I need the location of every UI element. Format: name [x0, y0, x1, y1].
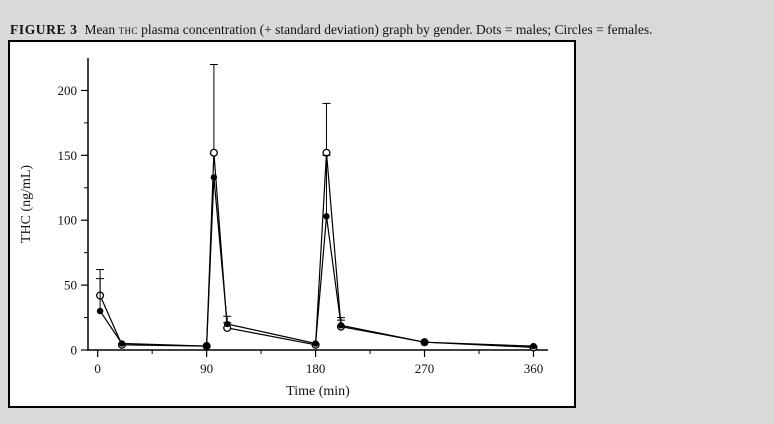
x-tick-label: 0 [94, 361, 101, 376]
x-tick-label: 360 [524, 361, 544, 376]
figure-caption: FIGURE 3 Mean THC plasma concentration (+… [10, 20, 768, 40]
figure-label: FIGURE 3 [10, 21, 78, 37]
y-tick-label: 0 [71, 343, 78, 358]
filled-dot-marker [210, 174, 218, 181]
series-females [96, 63, 538, 352]
filled-dot-marker [96, 307, 104, 315]
y-tick-label: 150 [58, 148, 78, 163]
filled-dot-marker [203, 342, 210, 350]
series-line [99, 152, 534, 348]
series-line [99, 177, 534, 347]
filled-dot-marker [118, 340, 126, 347]
filled-dot-marker [337, 322, 345, 329]
y-tick-label: 50 [64, 278, 77, 293]
series-males [96, 154, 537, 350]
caption-text: plasma concentration (+ standard deviati… [141, 21, 653, 37]
x-tick-label: 270 [415, 361, 435, 376]
x-tick-label: 180 [306, 361, 326, 376]
x-axis-label: Time (min) [286, 384, 350, 399]
y-tick-label: 100 [58, 213, 78, 228]
thc-line-chart: 0 50 100 150 200 0 90 180 270 360 Time (min) THC (n… [19, 58, 548, 399]
filled-dot-marker [323, 213, 330, 220]
filled-dot-marker [224, 320, 231, 328]
y-tick-label: 200 [58, 83, 78, 98]
filled-dot-marker [530, 342, 537, 350]
filled-dot-marker [421, 339, 428, 346]
axis-ticks: 0 50 100 150 200 0 90 180 270 360 [58, 83, 544, 376]
chart-panel: 0 50 100 150 200 0 90 180 270 360 Time (min) THC (n… [8, 40, 576, 408]
caption-prefix: Mean [84, 21, 116, 37]
caption-abbr-thc: THC [118, 21, 138, 37]
y-axis-label: THC (ng/mL) [19, 165, 34, 243]
x-tick-label: 90 [200, 361, 213, 376]
open-circle-marker [209, 148, 218, 157]
filled-dot-marker [312, 340, 319, 347]
